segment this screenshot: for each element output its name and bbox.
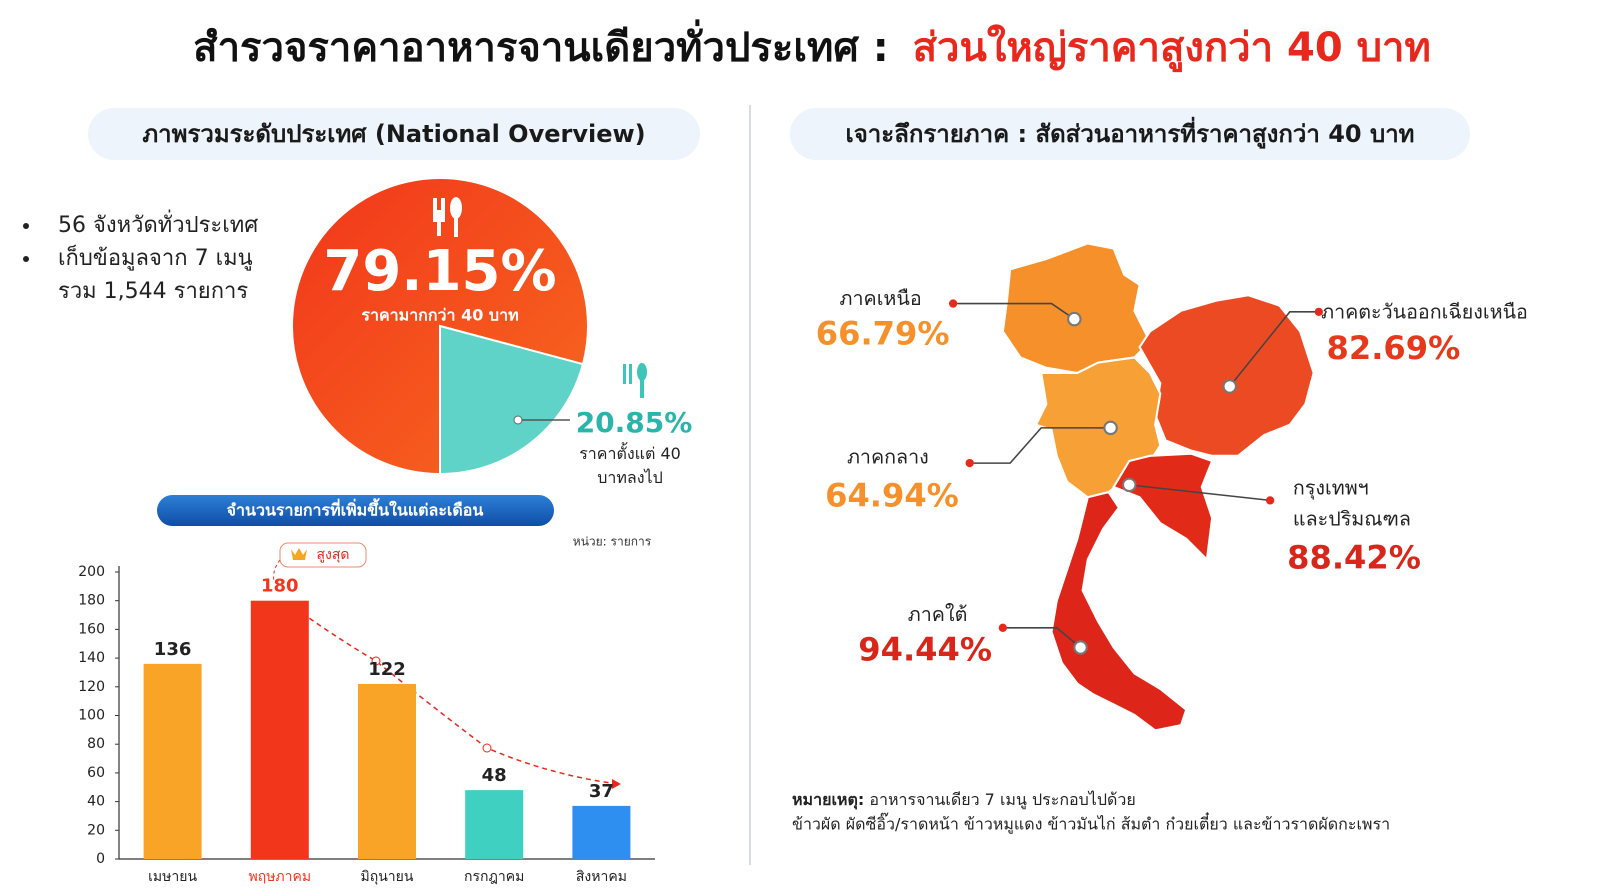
pie-category-box: ราคาตั้งแต่ 40 บาทลงไป — [579, 444, 681, 487]
region-name: กรุงเทพฯ — [1293, 476, 1369, 500]
region-percent: 88.42% — [1287, 538, 1421, 576]
region-north — [1001, 242, 1152, 375]
note-label: หมายเหตุ: — [792, 790, 864, 810]
region-percent: 82.69% — [1327, 329, 1461, 367]
bar-value-label: 37 — [589, 781, 614, 802]
pie-value-label: 79.15% — [323, 239, 556, 304]
bar — [250, 600, 309, 859]
bar — [143, 663, 202, 859]
note: หมายเหตุ: อาหารจานเดียว 7 เมนู ประกอบไปด… — [792, 790, 1136, 810]
bullet-text: เก็บข้อมูลจาก 7 เมนู — [58, 243, 253, 271]
heading-pill — [88, 108, 700, 160]
region-dots — [1067, 311, 1237, 655]
bar-value-label: 136 — [154, 639, 192, 660]
leader-dot — [513, 415, 523, 425]
y-tick-label: 80 — [87, 736, 105, 752]
trend-arrow — [612, 779, 621, 789]
x-tick-label: มิถุนายน — [361, 869, 414, 885]
y-tick-label: 160 — [78, 621, 105, 637]
section-heading: เจาะลึกรายภาค : สัดส่วนอาหารที่ราคาสูงกว… — [845, 116, 1414, 149]
unit-note: หน่วย: รายการ — [573, 535, 652, 549]
region-percent: 66.79% — [816, 315, 950, 353]
pie-category-label: ราคาตั้งแต่ 40 บาทลงไป — [579, 444, 681, 487]
region-bangkok — [1112, 452, 1214, 562]
bar-value-label: 122 — [368, 659, 406, 680]
leader-lines — [953, 302, 1319, 649]
trend-line — [301, 612, 619, 785]
page-title: สำรวจราคาอาหารจานเดียวทั่วประเทศ : ส่วนใ… — [193, 19, 1431, 72]
bar-chart-title: จำนวนรายการที่เพิ่มขึ้นในแต่ละเดือน — [227, 498, 484, 520]
bar-title-pill — [157, 495, 554, 526]
x-tick-label: เมษายน — [148, 869, 197, 885]
y-tick-label: 20 — [87, 822, 105, 838]
bar-value-label: 180 — [261, 576, 299, 597]
bar — [572, 805, 631, 859]
region-name: ภาคเหนือ — [840, 287, 922, 310]
note-text: ข้าวผัด ผัดซีอิ๊ว/ราดหน้า ข้าวหมูแดง ข้า… — [792, 812, 1390, 835]
pie-category-label: ราคามากกว่า 40 บาท — [361, 306, 518, 325]
pie-slice — [439, 324, 585, 476]
region-percent: 94.44% — [858, 631, 992, 669]
x-tick-label: พฤษภาคม — [248, 869, 311, 885]
fork-icon — [623, 363, 647, 398]
region-percent: 64.94% — [825, 476, 959, 514]
bar — [358, 683, 416, 859]
leader-ends — [948, 299, 1323, 632]
bullet-text: รวม 1,544 รายการ — [58, 279, 248, 304]
region-name: ภาคใต้ — [908, 603, 968, 626]
region-name: ภาคตะวันออกเฉียงเหนือ — [1321, 300, 1528, 323]
thailand-map: ภาคเหนือ 66.79% ภาคตะวันออกเฉียงเหนือ 82… — [816, 242, 1528, 732]
heading-pill — [790, 108, 1470, 160]
pie-chart — [291, 177, 589, 476]
bullet-text: 56 จังหวัดทั่วประเทศ — [58, 209, 258, 238]
y-tick-label: 0 — [96, 851, 105, 867]
note-text: อาหารจานเดียว 7 เมนู ประกอบไปด้วย — [864, 790, 1135, 810]
y-tick-label: 60 — [87, 765, 105, 781]
crown-icon — [291, 548, 307, 560]
badge — [279, 542, 367, 568]
y-tick-label: 100 — [78, 708, 105, 724]
y-tick-label: 120 — [78, 679, 105, 695]
bar-chart: 0 20 40 60 80 100 120 140 160 180 200 136 เมษายน 180 พ… — [78, 564, 655, 885]
y-tick-label: 140 — [78, 650, 105, 666]
fork-icon — [433, 197, 462, 237]
bullet-dot — [23, 256, 29, 262]
x-tick-label: กรกฎาคม — [464, 869, 524, 885]
region-south — [1050, 490, 1188, 732]
badge-text: สูงสุด — [316, 547, 349, 563]
bar — [465, 790, 524, 859]
section-heading: ภาพรวมระดับประเทศ (National Overview) — [142, 120, 645, 148]
region-northeast — [1138, 294, 1315, 457]
pie-value-label: 20.85% — [576, 406, 693, 439]
y-tick-label: 180 — [78, 593, 105, 609]
bullet-dot — [23, 223, 29, 229]
x-tick-label: สิงหาคม — [576, 869, 627, 885]
y-tick-label: 200 — [78, 564, 105, 580]
region-name: และปริมณฑล — [1293, 508, 1411, 531]
title-highlight: ส่วนใหญ่ราคาสูงกว่า 40 บาท — [913, 24, 1431, 72]
bar-value-label: 48 — [482, 765, 507, 786]
title-main: สำรวจราคาอาหารจานเดียวทั่วประเทศ : — [193, 19, 889, 71]
region-name: ภาคกลาง — [847, 445, 929, 468]
badge-arrow — [273, 559, 281, 583]
y-tick-label: 40 — [87, 794, 105, 810]
